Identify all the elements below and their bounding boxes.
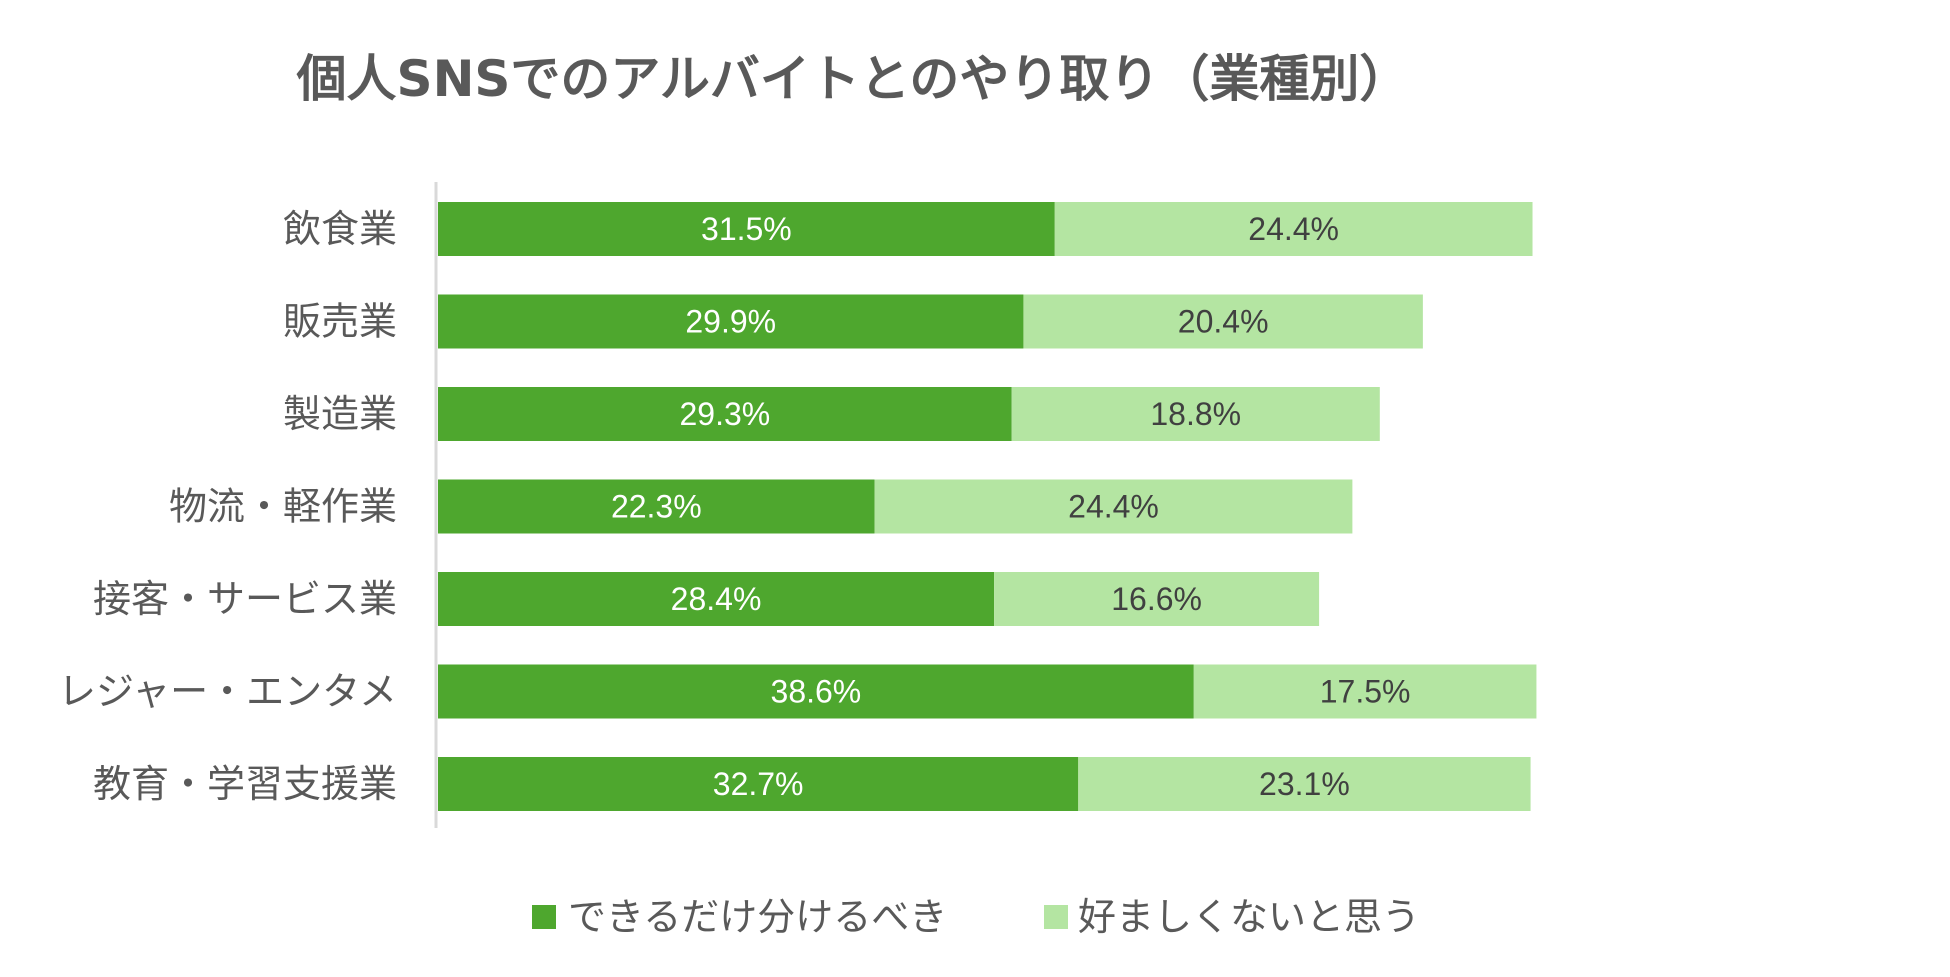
category-label: 販売業 [283,300,397,344]
data-label: 22.3% [611,489,702,525]
data-label: 29.3% [679,396,770,432]
category-label: 飲食業 [283,207,397,251]
data-label: 24.4% [1248,211,1339,247]
legend-swatch [532,905,556,929]
category-label: 製造業 [283,392,397,436]
bar-undesirable [1054,202,1533,256]
legend-label: 好ましくないと思う [1078,895,1420,939]
bar-undesirable [1193,664,1537,719]
data-label: 23.1% [1259,766,1350,802]
bar-should-separate [438,664,1194,719]
data-label: 38.6% [771,674,862,710]
bar-undesirable [994,572,1320,626]
bar-should-separate [438,479,875,534]
bar-should-separate [438,294,1024,349]
data-label: 16.6% [1111,581,1202,617]
category-label: 接客・サービス業 [93,577,397,621]
data-label: 18.8% [1150,396,1241,432]
bar-undesirable [1078,757,1531,811]
category-label: レジャー・エンタメ [58,670,397,714]
data-label: 24.4% [1068,489,1159,525]
category-label: 物流・軽作業 [169,485,397,529]
data-label: 17.5% [1320,674,1411,710]
data-label: 28.4% [671,581,762,617]
category-label: 教育・学習支援業 [93,762,397,806]
bar-undesirable [874,479,1353,534]
bar-should-separate [438,202,1055,256]
legend-label: できるだけ分けるべき [568,895,947,939]
legend-swatch [1044,905,1068,929]
bar-should-separate [438,757,1079,811]
data-label: 31.5% [701,211,792,247]
bar-should-separate [438,387,1012,441]
data-label: 32.7% [713,766,804,802]
plot-area: 飲食業 31.5% 24.4% 販売業 29.9% 20.4% 製造業 29.3% 18.8% 物… [58,202,1537,811]
data-label: 20.4% [1178,304,1269,340]
legend: できるだけ分けるべき 好ましくないと思う [532,895,1420,939]
bar-undesirable [1023,294,1423,349]
bar-undesirable [1011,387,1380,441]
bar-should-separate [438,572,995,626]
data-label: 29.9% [685,304,776,340]
chart-title: 個人SNSでのアルバイトとのやり取り（業種別） [296,50,1410,108]
